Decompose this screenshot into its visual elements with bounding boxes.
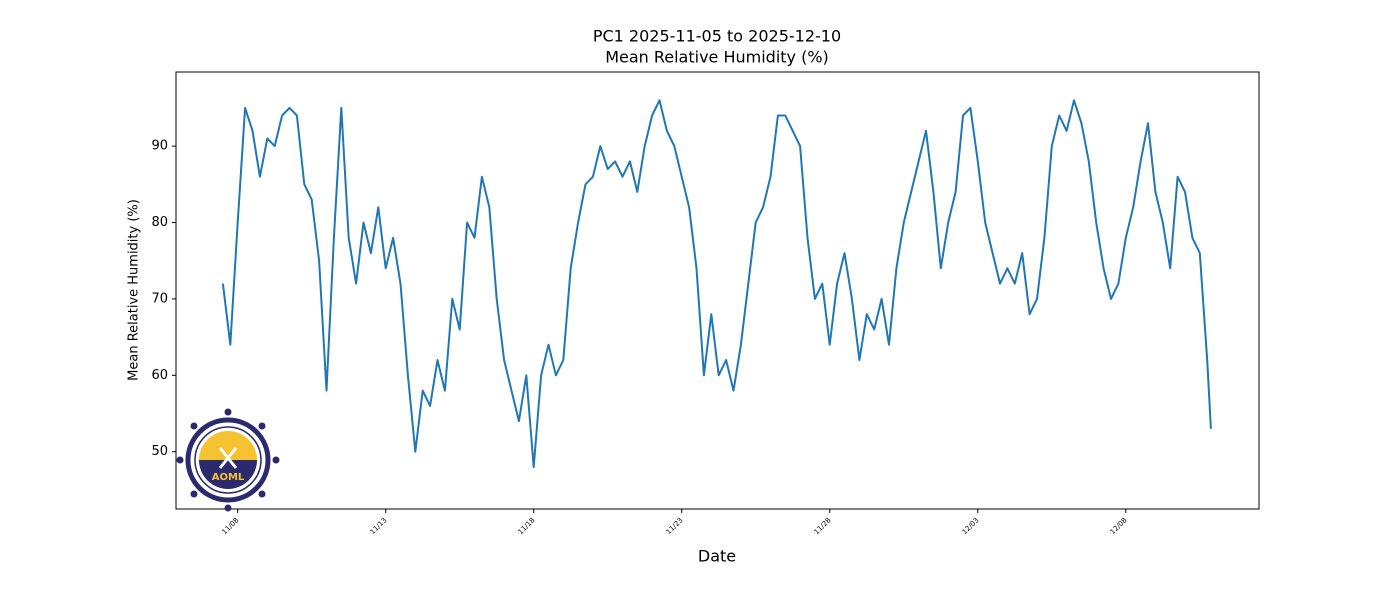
x-axis-label: Date: [698, 547, 736, 566]
logo: AOML: [176, 408, 280, 512]
logo-knob: [176, 456, 184, 464]
logo-knob: [258, 422, 266, 430]
y-axis-label: Mean Relative Humidity (%): [127, 199, 142, 381]
x-tick-label: 11/28: [813, 516, 833, 536]
logo-knob: [190, 490, 198, 498]
y-tick-label: 70: [151, 291, 168, 306]
logo-sun: [199, 431, 257, 460]
x-tick-label: 11/08: [221, 516, 241, 536]
logo-knob: [190, 422, 198, 430]
logo-knob: [272, 456, 280, 464]
plot-frame: [175, 71, 1260, 510]
chart-subtitle: Mean Relative Humidity (%): [605, 48, 829, 67]
x-tick-label: 12/08: [1109, 516, 1129, 536]
x-tick-label: 11/23: [665, 516, 685, 536]
data-line: [221, 99, 1212, 468]
x-tick-label: 11/13: [369, 516, 389, 536]
y-tick-label: 60: [151, 368, 168, 383]
y-tick-label: 50: [151, 444, 168, 459]
x-tick-label: 12/03: [961, 516, 981, 536]
logo-cross: [218, 447, 238, 469]
chart-title: PC1 2025-11-05 to 2025-12-10: [593, 27, 841, 46]
logo-knob: [258, 490, 266, 498]
logo-knob: [224, 408, 232, 416]
logo-sea: [199, 460, 257, 489]
logo-knob: [224, 504, 232, 512]
y-tick-label: 90: [151, 139, 168, 154]
logo-text: AOML: [212, 472, 245, 483]
logo-wheel: [185, 417, 271, 503]
x-tick-label: 11/18: [517, 516, 537, 536]
y-tick-label: 80: [151, 215, 168, 230]
